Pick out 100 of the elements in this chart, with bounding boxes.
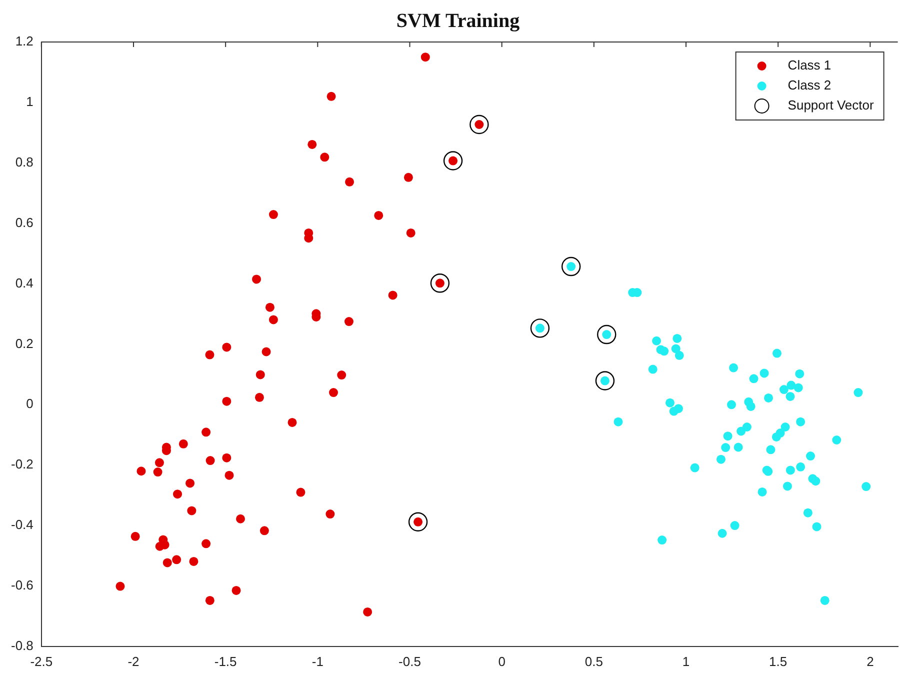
point bbox=[236, 514, 245, 524]
y-tick-label: 0.6 bbox=[15, 214, 34, 230]
point bbox=[786, 392, 795, 401]
point bbox=[674, 404, 683, 414]
point bbox=[430, 274, 450, 293]
point bbox=[736, 426, 746, 436]
point bbox=[205, 350, 214, 360]
point bbox=[222, 396, 232, 406]
point bbox=[222, 453, 232, 462]
y-tick-label: -0.8 bbox=[10, 638, 34, 653]
point bbox=[734, 442, 743, 452]
point bbox=[363, 607, 372, 616]
point bbox=[597, 324, 616, 344]
point bbox=[443, 151, 463, 170]
point bbox=[660, 346, 669, 356]
point bbox=[806, 452, 816, 461]
x-tick-label: 2 bbox=[866, 654, 874, 669]
x-tick-label: -0.5 bbox=[398, 654, 421, 669]
point bbox=[202, 539, 211, 548]
x-tick-label: 1 bbox=[682, 654, 690, 669]
point bbox=[718, 528, 727, 538]
point bbox=[116, 582, 125, 591]
point bbox=[329, 388, 338, 398]
point bbox=[262, 347, 271, 356]
point bbox=[172, 555, 182, 564]
x-tick-label: -2 bbox=[128, 654, 140, 669]
y-tick-label: -0.2 bbox=[10, 456, 34, 472]
point bbox=[812, 522, 822, 532]
point bbox=[672, 334, 682, 343]
point bbox=[766, 445, 776, 454]
point bbox=[796, 417, 806, 426]
x-tick-label: -1 bbox=[312, 654, 324, 669]
point bbox=[674, 350, 684, 360]
point bbox=[205, 596, 214, 605]
legend-label: Class 2 bbox=[788, 78, 832, 93]
point bbox=[811, 476, 820, 486]
point bbox=[671, 344, 680, 354]
point bbox=[326, 510, 335, 519]
point bbox=[206, 456, 215, 466]
point bbox=[344, 317, 354, 326]
point bbox=[530, 318, 550, 338]
point bbox=[760, 368, 769, 378]
point bbox=[178, 439, 188, 448]
y-tick-label: 1 bbox=[26, 94, 34, 110]
point bbox=[690, 463, 700, 472]
x-tick-label: 1.5 bbox=[769, 654, 788, 669]
point bbox=[374, 210, 384, 220]
point bbox=[729, 363, 738, 372]
point bbox=[337, 370, 346, 380]
point bbox=[222, 342, 232, 352]
y-tick-label: -0.6 bbox=[10, 578, 34, 593]
point bbox=[202, 428, 211, 437]
point bbox=[256, 370, 265, 380]
point bbox=[648, 364, 658, 374]
point bbox=[232, 586, 241, 595]
point bbox=[726, 400, 736, 410]
point bbox=[786, 466, 795, 475]
point bbox=[658, 536, 667, 545]
point bbox=[561, 256, 581, 276]
point bbox=[782, 482, 792, 491]
point bbox=[730, 521, 740, 530]
x-tick-label: -2.5 bbox=[30, 654, 53, 669]
point bbox=[404, 172, 413, 182]
point bbox=[614, 417, 623, 426]
point bbox=[288, 418, 297, 427]
y-tick-label: 0.8 bbox=[15, 154, 34, 170]
point bbox=[780, 422, 790, 432]
y-tick-label: -0.4 bbox=[10, 517, 34, 532]
point bbox=[153, 468, 162, 477]
point bbox=[779, 385, 788, 394]
point bbox=[189, 556, 198, 566]
y-tick-label: 1.2 bbox=[15, 34, 34, 49]
point bbox=[772, 348, 782, 358]
point bbox=[408, 512, 428, 532]
point bbox=[296, 488, 306, 497]
x-tick-label: 0 bbox=[498, 654, 506, 669]
point bbox=[265, 302, 274, 312]
point bbox=[758, 487, 767, 496]
point bbox=[252, 274, 262, 284]
point bbox=[320, 152, 330, 162]
point bbox=[187, 506, 196, 516]
point bbox=[796, 462, 806, 472]
point bbox=[746, 402, 756, 411]
point bbox=[742, 422, 752, 432]
point bbox=[173, 490, 182, 499]
point bbox=[406, 228, 416, 238]
y-tick-label: 0 bbox=[26, 396, 34, 412]
legend-label: Support Vector bbox=[788, 98, 874, 113]
point bbox=[326, 92, 336, 101]
point bbox=[832, 436, 842, 444]
point bbox=[716, 454, 726, 464]
point bbox=[749, 374, 758, 384]
point bbox=[795, 369, 804, 378]
point bbox=[420, 52, 430, 62]
point bbox=[595, 371, 615, 390]
point bbox=[186, 478, 195, 488]
point bbox=[268, 315, 278, 324]
point bbox=[345, 177, 354, 186]
y-tick-label: 0.4 bbox=[15, 275, 34, 290]
legend-label: Class 1 bbox=[788, 58, 832, 73]
